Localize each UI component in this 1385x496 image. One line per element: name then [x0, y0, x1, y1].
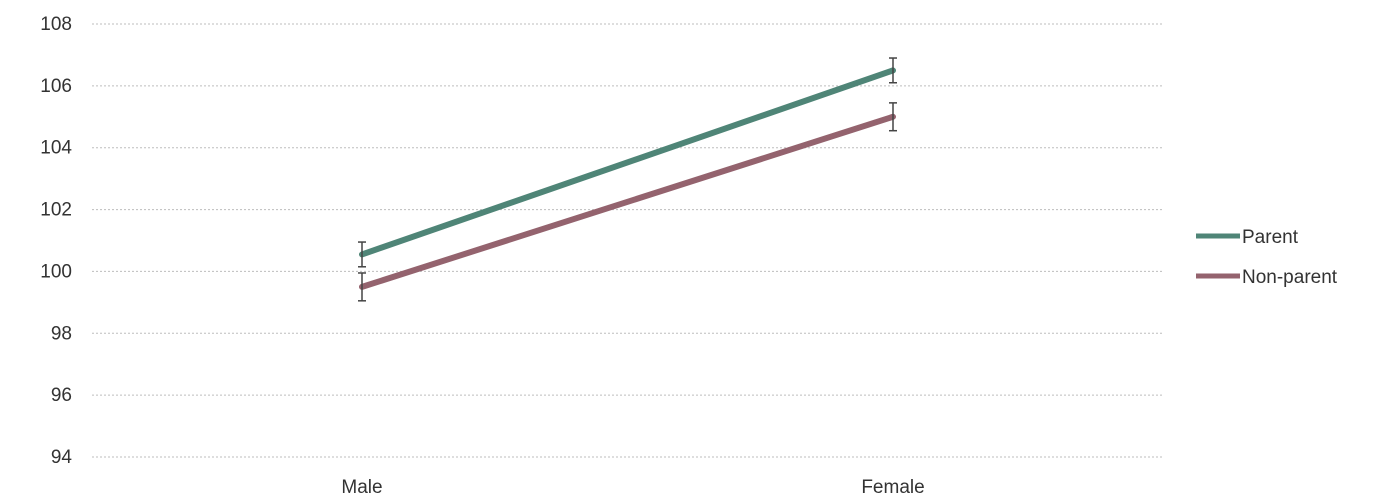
y-tick-label: 104	[40, 138, 72, 159]
gridlines	[92, 24, 1163, 457]
legend: Parent Non-parent	[1196, 227, 1338, 288]
legend-item: Non-parent	[1196, 267, 1338, 288]
series-line	[362, 117, 893, 287]
series-layer	[358, 58, 897, 301]
x-tick-label: Male	[341, 477, 382, 496]
y-tick-label: 108	[40, 14, 72, 35]
y-tick-label: 96	[51, 385, 72, 406]
y-tick-label: 102	[40, 200, 72, 221]
legend-item: Parent	[1196, 227, 1299, 248]
y-tick-label: 94	[51, 447, 73, 468]
y-tick-label: 100	[40, 261, 72, 282]
y-tick-label: 106	[40, 76, 72, 97]
x-tick-label: Female	[861, 477, 924, 496]
y-axis-ticks: 94 96 98 100 102 104 106 108	[40, 14, 72, 468]
y-tick-label: 98	[51, 323, 72, 344]
x-axis-ticks: Male Female	[341, 477, 924, 496]
series-parent	[358, 58, 897, 267]
series-line	[362, 70, 893, 254]
legend-label: Parent	[1242, 227, 1299, 248]
legend-label: Non-parent	[1242, 267, 1338, 288]
